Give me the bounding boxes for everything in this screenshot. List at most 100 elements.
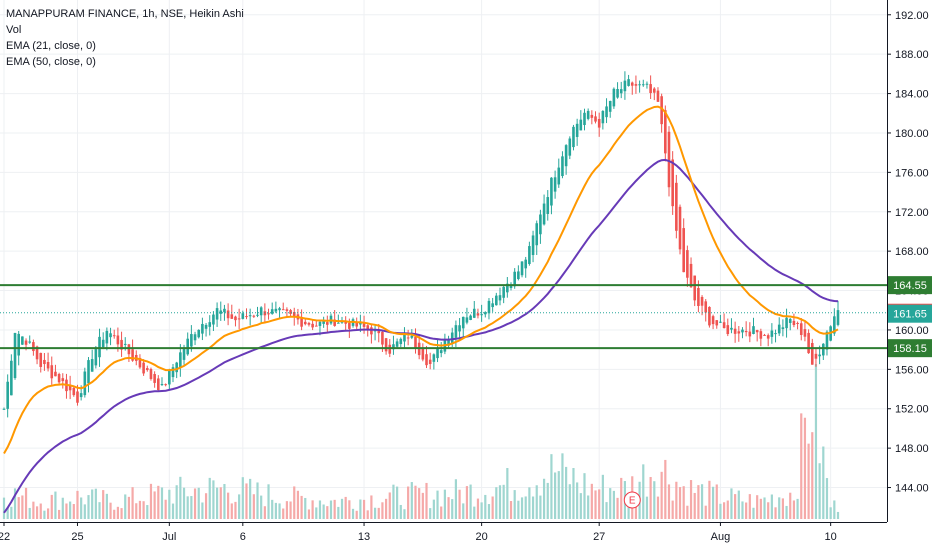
volume-bar [6, 507, 9, 519]
earnings-marker[interactable]: E [623, 491, 641, 509]
candle-body [252, 315, 256, 317]
volume-bar [550, 454, 553, 519]
candle-body [557, 167, 561, 185]
candle-body [641, 84, 645, 86]
volume-bar [315, 507, 318, 519]
candle-body [234, 316, 237, 321]
candle-body [2, 408, 6, 410]
candle-body [381, 331, 384, 345]
volume-bar [759, 498, 762, 519]
volume-bar [605, 502, 608, 519]
volume-bar [157, 485, 160, 519]
candle-body [359, 322, 362, 325]
candle-body [39, 352, 43, 367]
volume-bar [509, 501, 513, 519]
volume-bar [124, 494, 127, 519]
volume-bar [230, 503, 233, 519]
candle-body [520, 261, 524, 276]
volume-bar [546, 482, 549, 519]
volume-bar [373, 507, 377, 519]
volume-bar [54, 491, 57, 519]
volume-bar [311, 500, 314, 519]
y-tick-label: 184.00 [895, 89, 929, 101]
volume-bar [825, 478, 829, 519]
candle-body [370, 327, 373, 335]
candle-body [722, 322, 726, 329]
volume-bar [407, 486, 410, 519]
volume-bar [693, 492, 696, 519]
candle-body [230, 314, 234, 319]
candle-body [594, 116, 597, 122]
volume-bar [609, 488, 612, 519]
volume-bar [443, 489, 446, 519]
candle-body [730, 327, 733, 330]
volume-bar [781, 498, 784, 519]
legend-vol[interactable]: Vol [6, 24, 22, 36]
volume-bar [175, 485, 178, 519]
volume-bar [561, 453, 564, 519]
candle-body [682, 228, 685, 273]
candle-body [528, 246, 531, 264]
candle-body [131, 349, 134, 361]
volume-bar [249, 478, 252, 519]
legend-ema50[interactable]: EMA (50, close, 0) [6, 56, 96, 68]
candle-body [28, 341, 32, 343]
candle-body [57, 374, 61, 383]
candle-body [50, 365, 54, 379]
ema-lines [3, 105, 839, 514]
candle-body [788, 318, 792, 323]
legend-ema21[interactable]: EMA (21, close, 0) [6, 40, 96, 52]
y-tick-label: 160.00 [895, 325, 929, 337]
candle-body [76, 391, 79, 403]
candle-body [366, 325, 370, 330]
volume-bar [72, 504, 75, 519]
volume-bar [351, 508, 355, 519]
volume-bar [429, 508, 432, 519]
volume-bar [498, 485, 502, 519]
candle-body [450, 332, 454, 343]
candle-body [153, 374, 156, 383]
candle-body [825, 331, 829, 350]
candle-body [502, 286, 505, 298]
volume-bar [201, 502, 204, 519]
volume-bar [487, 504, 491, 519]
horizontal-levels [0, 284, 887, 350]
volume-bar [620, 477, 623, 519]
volume-bar [653, 481, 656, 519]
candle-body [285, 309, 289, 311]
volume-bar [767, 502, 770, 519]
volume-bar [664, 459, 667, 519]
volume-bar [451, 499, 454, 519]
y-tick-label: 156.00 [895, 364, 929, 376]
volume-bar [491, 496, 494, 519]
chart-grid [0, 0, 887, 522]
candle-body [425, 354, 428, 366]
candle-body [307, 322, 311, 325]
volume-bar [447, 497, 450, 519]
volume-bar [69, 501, 72, 519]
y-tick-label: 180.00 [895, 128, 929, 140]
volume-bar [50, 494, 53, 519]
volume-bar [778, 497, 781, 519]
candle-body [373, 330, 377, 332]
candle-body [675, 182, 678, 231]
volume-bar [421, 492, 424, 519]
candle-body [289, 310, 292, 314]
candle-body [168, 369, 171, 385]
candle-body [689, 263, 693, 288]
volume-bar [333, 499, 336, 519]
volume-bar [160, 487, 164, 519]
candle-body [810, 343, 814, 365]
volume-bar [219, 487, 222, 519]
candle-body [638, 84, 641, 86]
volume-bar [572, 468, 575, 519]
candle-body [318, 321, 322, 326]
volume-bar [256, 482, 259, 519]
volume-bar [271, 499, 274, 519]
candle-body [300, 316, 303, 327]
volume-bar [473, 506, 476, 519]
legend-title[interactable]: MANAPPURAM FINANCE, 1h, NSE, Heikin Ashi [6, 8, 244, 20]
volume-bar [381, 502, 384, 519]
